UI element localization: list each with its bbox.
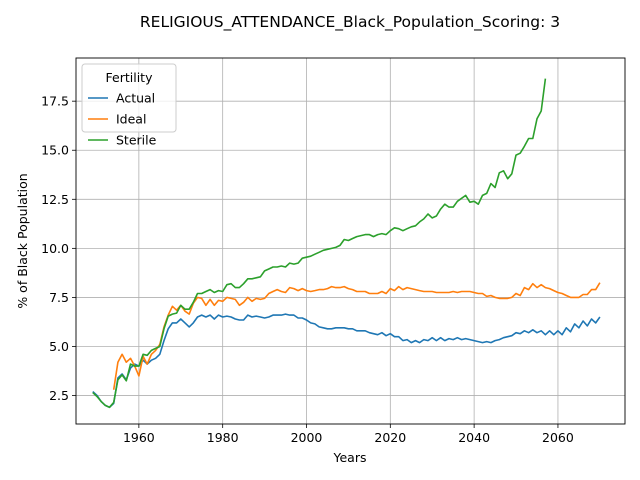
grid-lines bbox=[76, 58, 625, 424]
legend-box bbox=[81, 63, 177, 133]
y-tick-label: 10.0 bbox=[41, 241, 69, 256]
y-tick-label: 2.5 bbox=[49, 388, 69, 403]
x-tick-label: 2000 bbox=[291, 430, 323, 445]
y-tick-label: 15.0 bbox=[41, 143, 69, 158]
series-line-actual bbox=[92, 313, 601, 409]
x-tick-label: 2060 bbox=[542, 430, 574, 445]
x-tick-label: 2020 bbox=[374, 430, 406, 445]
x-tick-label: 1980 bbox=[207, 430, 239, 445]
series-line-sterile bbox=[92, 78, 547, 409]
legend: Fertility Actual Ideal Sterile bbox=[81, 63, 177, 148]
y-tick-label: 12.5 bbox=[41, 192, 69, 207]
legend-title: Fertility bbox=[106, 70, 154, 85]
legend-label-ideal: Ideal bbox=[116, 112, 146, 127]
series-line-ideal bbox=[112, 282, 601, 390]
y-tick-label: 5.0 bbox=[49, 339, 69, 354]
y-tick-label: 17.5 bbox=[41, 94, 69, 109]
plot-frame bbox=[75, 57, 626, 425]
x-axis-label: Years bbox=[333, 450, 367, 465]
legend-label-sterile: Sterile bbox=[116, 133, 157, 148]
series-lines bbox=[92, 78, 601, 409]
axis-ticks: 1960 1980 2000 2020 2040 2060 2.5 5.0 7.5 10.0 12.… bbox=[41, 94, 574, 445]
legend-label-actual: Actual bbox=[116, 91, 155, 106]
x-tick-label: 2040 bbox=[458, 430, 490, 445]
y-tick-label: 7.5 bbox=[49, 290, 69, 305]
x-tick-label: 1960 bbox=[123, 430, 155, 445]
chart-title: RELIGIOUS_ATTENDANCE_Black_Population_Sc… bbox=[140, 13, 560, 32]
y-axis-label: % of Black Population bbox=[15, 173, 30, 308]
